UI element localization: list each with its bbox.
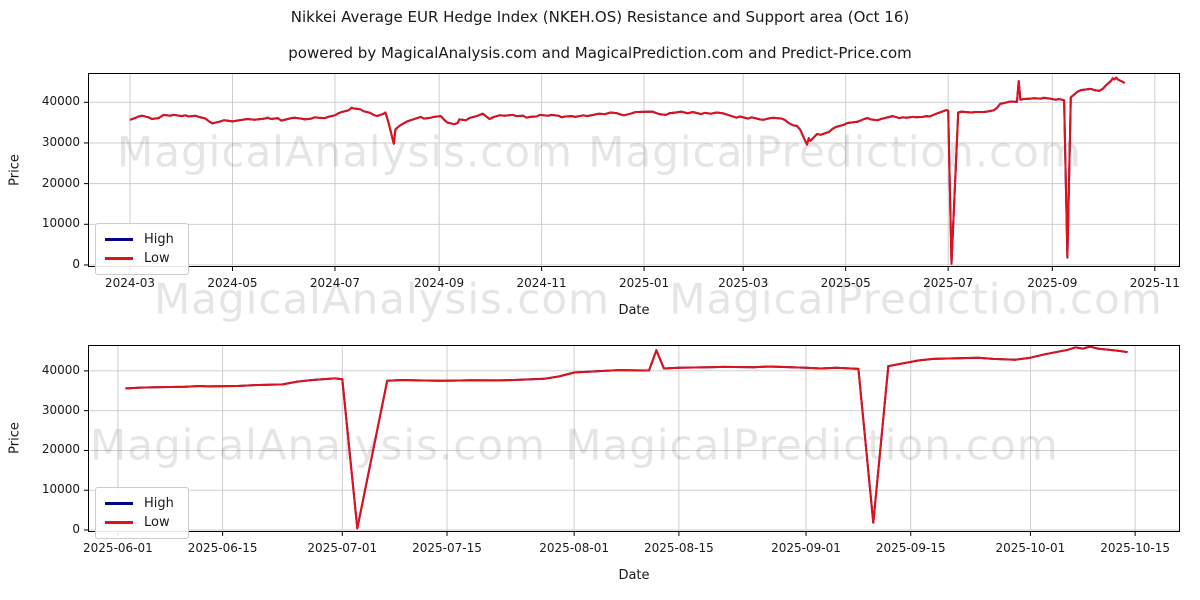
legend-label-low: Low	[144, 251, 170, 266]
x-axis-label-bottom: Date	[618, 568, 650, 583]
legend-item-low: Low	[105, 513, 174, 532]
legend-line-high	[105, 502, 133, 505]
x-tick-label: 2025-08-15	[644, 541, 714, 555]
x-tick-label: 2025-06-01	[83, 541, 153, 555]
y-tick-label: 40000	[41, 362, 80, 377]
x-tick-label: 2024-11	[516, 276, 567, 290]
x-axis-label-top: Date	[618, 303, 650, 318]
x-tick-label: 2025-08-01	[539, 541, 610, 555]
legend-item-high: High	[105, 494, 174, 513]
y-tick-label: 10000	[41, 216, 80, 231]
y-tick-label: 0	[72, 522, 80, 536]
x-tick-label: 2025-10-15	[1100, 541, 1170, 555]
series-line-low	[129, 76, 1126, 265]
legend-item-high: High	[105, 230, 174, 249]
x-tick-label: 2025-06-15	[187, 541, 258, 555]
x-tick-label: 2025-11	[1129, 276, 1180, 290]
legend-line-low	[105, 257, 133, 260]
legend-label-low: Low	[144, 515, 170, 530]
y-axis-label-bottom: Price	[7, 422, 23, 454]
x-tick-label: 2025-07-01	[307, 541, 378, 555]
series-line-low	[125, 345, 1128, 530]
x-tick-label: 2025-10-01	[995, 541, 1066, 555]
legend-label-high: High	[144, 496, 174, 511]
chart-series-0	[88, 73, 1180, 267]
legend-line-high	[105, 238, 133, 241]
chart-grid-0	[84, 73, 1180, 271]
x-tick-label: 2025-03	[718, 276, 769, 290]
y-tick-label: 10000	[41, 482, 80, 497]
figure-subtitle: powered by MagicalAnalysis.com and Magic…	[288, 44, 912, 62]
y-tick-label: 30000	[41, 134, 80, 149]
x-tick-label: 2025-01	[619, 276, 670, 290]
legend-line-low	[105, 521, 133, 524]
legend-bottom: High Low	[95, 487, 189, 539]
chart-series-1	[88, 345, 1180, 532]
x-tick-label: 2025-09	[1027, 276, 1078, 290]
y-tick-label: 20000	[41, 442, 80, 457]
x-tick-label: 2024-05	[207, 276, 258, 290]
y-tick-label: 40000	[41, 94, 80, 109]
x-tick-label: 2025-09-15	[875, 541, 946, 555]
x-tick-label: 2025-07	[923, 276, 974, 290]
y-tick-label: 30000	[41, 402, 80, 417]
y-tick-label: 20000	[41, 175, 80, 190]
plot-frame	[88, 345, 1180, 532]
x-tick-label: 2024-07	[309, 276, 361, 290]
y-axis-label-top: Price	[7, 154, 23, 186]
x-tick-label: 2024-09	[414, 276, 465, 290]
legend-top: High Low	[95, 223, 189, 275]
plot-frame	[88, 73, 1180, 267]
x-tick-label: 2025-07-15	[412, 541, 482, 555]
legend-item-low: Low	[105, 249, 174, 268]
x-tick-label: 2024-03	[104, 276, 156, 290]
chart-grid-1	[84, 345, 1180, 536]
y-tick-label: 0	[72, 256, 80, 271]
legend-label-high: High	[144, 232, 174, 247]
x-tick-label: 2025-05	[820, 276, 871, 290]
figure-title: Nikkei Average EUR Hedge Index (NKEH.OS)…	[290, 8, 910, 26]
x-tick-label: 2025-09-01	[771, 541, 841, 555]
